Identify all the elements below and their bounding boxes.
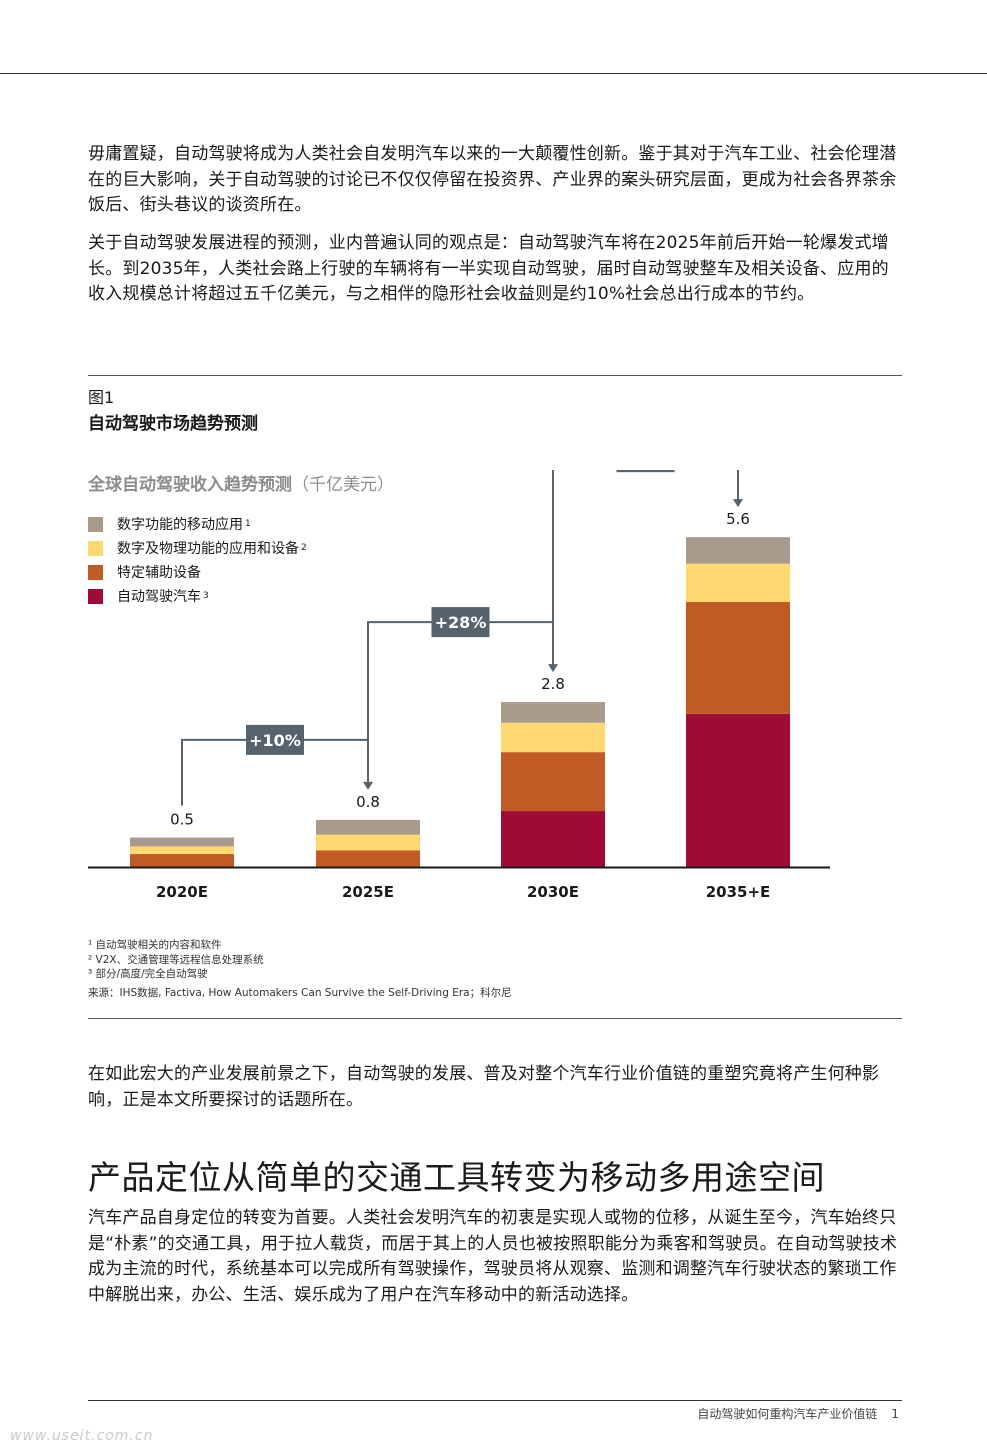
- bar-segment: [501, 722, 605, 753]
- legend-label: 特定辅助设备: [117, 565, 201, 581]
- footer-title: 自动驾驶如何重构汽车产业价值链: [697, 1407, 878, 1421]
- bar-segment: [501, 752, 605, 812]
- legend-sup: 1: [245, 519, 251, 529]
- transition-paragraph: 在如此宏大的产业发展前景之下，自动驾驶的发展、普及对整个汽车行业价值链的重塑究竟…: [88, 1064, 880, 1110]
- figure-bottom-rule: [88, 1018, 902, 1019]
- figure-footnotes: ¹ 自动驾驶相关的内容和软件 ² V2X、交通管理等远程信息处理系统 ³ 部分/…: [88, 938, 512, 1000]
- growth-badge: [246, 724, 304, 755]
- growth-badge-label: +28%: [435, 613, 487, 632]
- section-heading: 产品定位从简单的交通工具转变为移动多用途空间: [88, 1158, 825, 1197]
- bar-segment: [501, 811, 605, 867]
- figure-top-rule: [88, 375, 902, 376]
- top-rule: [0, 73, 987, 74]
- section-paragraph: 汽车产品自身定位的转变为首要。人类社会发明汽车的初衷是实现人或物的位移，从诞生至…: [88, 1208, 898, 1305]
- category-label: 2025E: [342, 883, 394, 901]
- bar-total-label: 2.8: [541, 675, 565, 693]
- growth-connector: [552, 470, 739, 671]
- legend-item-assist-devices: 特定辅助设备: [88, 560, 307, 584]
- legend-sup: 2: [301, 543, 307, 553]
- bar-segment: [130, 854, 234, 867]
- bar-segment: [686, 601, 790, 714]
- bar-segment: [686, 563, 790, 602]
- bar-segment: [316, 834, 420, 851]
- category-label: 2030E: [527, 883, 579, 901]
- legend-label: 自动驾驶汽车: [117, 589, 201, 605]
- figure-source: 来源：IHS数据, Factiva, How Automakers Can Su…: [88, 986, 512, 999]
- page-number: 1: [891, 1407, 899, 1421]
- footer-rule: [88, 1400, 902, 1401]
- footnote-2: ² V2X、交通管理等远程信息处理系统: [88, 953, 264, 966]
- intro-paragraph: 毋庸置疑，自动驾驶将成为人类社会自发明汽车以来的一大颠覆性创新。鉴于其对于汽车工…: [88, 144, 897, 215]
- legend-sup: 3: [203, 591, 209, 601]
- figure-label: 图1: [88, 388, 115, 407]
- bar-segment: [686, 537, 790, 564]
- legend-label: 数字及物理功能的应用和设备: [117, 541, 299, 557]
- footnote-3: ³ 部分/高度/完全自动驾驶: [88, 968, 208, 980]
- watermark: www.useit.com.cn: [10, 1428, 154, 1444]
- legend-swatch: [88, 516, 103, 532]
- legend-item-autonomous-cars: 自动驾驶汽车 3: [88, 584, 307, 608]
- legend-swatch: [88, 540, 103, 556]
- bar-segment: [130, 846, 234, 855]
- bar-segment: [316, 819, 420, 835]
- page-footer: 自动驾驶如何重构汽车产业价值链 1: [683, 1405, 899, 1422]
- chart-unit: （千亿美元）: [292, 475, 394, 495]
- growth-arrowhead: [733, 499, 743, 508]
- bar-segment: [686, 713, 790, 867]
- bar-total-label: 0.5: [170, 811, 194, 829]
- figure-title: 自动驾驶市场趋势预测: [88, 414, 258, 434]
- growth-badge-label: +10%: [249, 731, 301, 750]
- chart-title: 全球自动驾驶收入趋势预测（千亿美元）: [88, 470, 394, 495]
- growth-badge: [616, 470, 675, 473]
- forecast-paragraph: 关于自动驾驶发展进程的预测，业内普遍认同的观点是：自动驾驶汽车将在2025年前后…: [88, 233, 889, 304]
- legend-swatch: [88, 588, 103, 604]
- bar-segment: [130, 837, 234, 847]
- revenue-bar-chart: 0.5 2020E 0.8 2025E 2.8 2030E 5.6 2035+E +10% +28…: [88, 470, 830, 901]
- bar-total-label: 5.6: [726, 510, 750, 528]
- chart-title-text: 全球自动驾驶收入趋势预测: [88, 475, 292, 495]
- footnote-1: ¹ 自动驾驶相关的内容和软件: [88, 939, 222, 951]
- legend-item-mobile-apps: 数字功能的移动应用 1: [88, 512, 307, 536]
- bar-segment: [501, 702, 605, 723]
- growth-badge: [431, 607, 490, 638]
- chart-legend: 数字功能的移动应用 1 数字及物理功能的应用和设备 2 特定辅助设备 自动驾驶汽车 3: [88, 512, 307, 608]
- bar-segment: [316, 850, 420, 867]
- category-label: 2035+E: [706, 883, 771, 901]
- legend-item-apps-devices: 数字及物理功能的应用和设备 2: [88, 536, 307, 560]
- bar-total-label: 0.8: [356, 793, 380, 811]
- legend-swatch: [88, 564, 103, 580]
- legend-label: 数字功能的移动应用: [117, 517, 243, 533]
- category-label: 2020E: [156, 883, 208, 901]
